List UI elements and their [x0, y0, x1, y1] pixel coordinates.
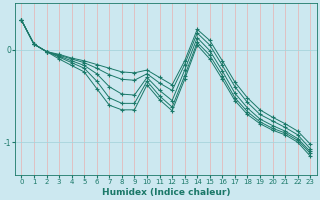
X-axis label: Humidex (Indice chaleur): Humidex (Indice chaleur) — [101, 188, 230, 197]
